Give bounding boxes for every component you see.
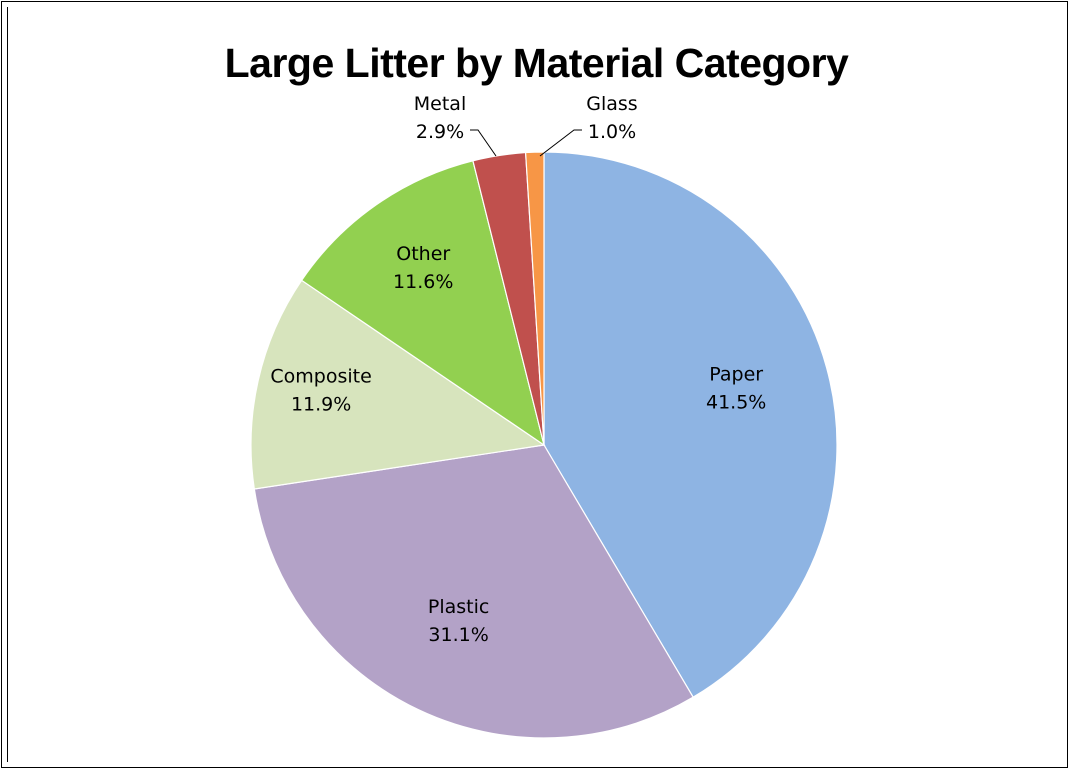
leader-line-metal xyxy=(470,129,497,157)
data-label-pct-glass: 1.0% xyxy=(588,121,636,143)
data-label-name-composite: Composite xyxy=(270,365,371,387)
data-label-name-plastic: Plastic xyxy=(428,596,489,618)
data-label-name-paper: Paper xyxy=(709,363,763,385)
pie-slice-paper xyxy=(543,151,838,699)
chart-title: Large Litter by Material Category xyxy=(224,40,849,86)
data-label-name-other: Other xyxy=(396,243,450,265)
data-label-pct-plastic: 31.1% xyxy=(428,624,488,646)
frame-inner-line xyxy=(7,7,8,762)
leader-line-glass xyxy=(539,129,582,157)
data-label-pct-composite: 11.9% xyxy=(291,393,351,415)
data-label-name-metal: Metal xyxy=(414,93,466,115)
pie-slices xyxy=(250,151,838,739)
data-label-pct-metal: 2.9% xyxy=(416,121,464,143)
pie-slice-other xyxy=(300,160,545,447)
data-labels: Paper 41.5% Plastic 31.1% Composite 11.9% Othe… xyxy=(270,93,766,646)
pie-slice-composite xyxy=(250,279,546,490)
data-label-pct-paper: 41.5% xyxy=(706,391,766,413)
pie-slice-plastic xyxy=(253,444,694,739)
data-label-pct-other: 11.6% xyxy=(393,271,453,293)
leader-lines xyxy=(470,129,582,157)
pie-slice-glass xyxy=(524,151,545,446)
data-label-name-glass: Glass xyxy=(586,93,637,115)
